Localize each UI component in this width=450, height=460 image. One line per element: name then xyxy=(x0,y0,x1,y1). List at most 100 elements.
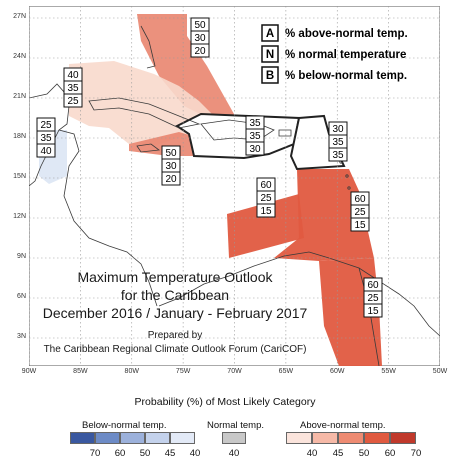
key-text-below: % below-normal temp. xyxy=(285,70,407,82)
prob-normal: 30 xyxy=(165,161,177,172)
category-key: A % above-normal temp. N % normal temper… xyxy=(261,24,408,84)
lat-tick-label: 6N xyxy=(17,293,26,300)
prob-below: 15 xyxy=(260,206,272,217)
prob-normal: 25 xyxy=(367,293,379,304)
prob-box-yucatan: 25 35 40 xyxy=(36,117,56,158)
legend-swatch-above xyxy=(286,432,312,444)
prob-above: 25 xyxy=(40,120,52,131)
region-abc xyxy=(227,194,304,258)
legend-swatch-normal xyxy=(222,432,246,444)
legend-value-above: 45 xyxy=(332,448,344,459)
legend-swatch-below xyxy=(145,432,170,444)
lon-tick-label: 80W xyxy=(124,368,139,375)
prob-box-guianas: 60 25 15 xyxy=(363,277,383,318)
title-line-3: December 2016 / January - February 2017 xyxy=(43,305,308,321)
prob-box-abc: 60 25 15 xyxy=(256,177,276,218)
prob-box-jamaica: 50 30 20 xyxy=(161,145,181,186)
legend-swatch-above xyxy=(338,432,364,444)
lat-tick-label: 3N xyxy=(17,333,26,340)
legend-value-above: 40 xyxy=(306,448,318,459)
lat-tick-label: 18N xyxy=(13,133,26,140)
region-greater-antilles-east xyxy=(175,112,301,160)
key-row-normal: N % normal temperature xyxy=(261,45,406,63)
legend-normal-label: Normal temp. xyxy=(207,420,265,431)
key-text-above: % above-normal temp. xyxy=(285,28,408,40)
legend-value-normal: 40 xyxy=(228,448,240,459)
prob-below: 40 xyxy=(40,146,52,157)
key-row-above: A % above-normal temp. xyxy=(261,24,408,42)
lon-tick-label: 70W xyxy=(227,368,242,375)
prob-box-cuba: 40 35 25 xyxy=(63,67,83,108)
prob-normal: 35 xyxy=(249,131,261,142)
legend-title: Probability (%) of Most Likely Category xyxy=(134,396,316,408)
lat-tick-label: 27N xyxy=(13,13,26,20)
prob-normal: 25 xyxy=(260,193,272,204)
lat-tick-label: 24N xyxy=(13,53,26,60)
prob-above: 35 xyxy=(249,118,261,129)
legend-swatch-below xyxy=(120,432,145,444)
lon-tick-label: 75W xyxy=(175,368,191,375)
key-text-normal: % normal temperature xyxy=(285,49,406,61)
prob-above: 60 xyxy=(367,280,379,291)
prob-normal: 30 xyxy=(194,33,206,44)
lon-tick-label: 50W xyxy=(432,368,448,375)
region-southern-antilles xyxy=(274,169,374,261)
map-canvas: A % above-normal temp. N % normal temper… xyxy=(28,5,441,367)
prob-normal: 35 xyxy=(332,137,344,148)
lat-tick-label: 15N xyxy=(13,173,26,180)
prob-above: 50 xyxy=(194,20,206,31)
prepared-by: Prepared by xyxy=(148,330,202,341)
prob-below: 35 xyxy=(332,150,344,161)
legend-value-below: 40 xyxy=(189,448,201,459)
legend-above-label: Above-normal temp. xyxy=(300,420,386,431)
legend-value-above: 70 xyxy=(410,448,422,459)
prob-above: 60 xyxy=(260,180,272,191)
legend-swatch-below xyxy=(70,432,95,444)
title-line-2: for the Caribbean xyxy=(121,287,229,303)
legend-value-below: 45 xyxy=(164,448,176,459)
prob-below: 15 xyxy=(354,220,366,231)
map-title: Maximum Temperature Outlook for the Cari… xyxy=(43,269,308,355)
legend-swatch-below xyxy=(95,432,120,444)
key-letter-b: B xyxy=(266,70,274,82)
prob-above: 40 xyxy=(67,70,79,81)
legend-value-below: 70 xyxy=(89,448,101,459)
prob-above: 50 xyxy=(165,148,177,159)
prob-above: 30 xyxy=(332,124,344,135)
prob-box-eastern-caribbean: 30 35 35 xyxy=(328,121,348,162)
legend-swatch-above xyxy=(390,432,416,444)
legend-value-above: 50 xyxy=(358,448,370,459)
legend-below-label: Below-normal temp. xyxy=(82,420,167,431)
legend-swatch-above xyxy=(364,432,390,444)
prob-box-bahamas: 50 30 20 xyxy=(190,17,210,58)
probability-legend: Probability (%) of Most Likely Category … xyxy=(0,368,450,460)
lon-tick-label: 60W xyxy=(330,368,345,375)
lon-tick-label: 90W xyxy=(21,368,37,375)
prob-normal: 25 xyxy=(354,207,366,218)
prob-box-greater-antilles: 35 35 30 xyxy=(245,115,265,156)
coastlines xyxy=(28,25,441,367)
prob-below: 15 xyxy=(367,306,379,317)
prob-below: 25 xyxy=(67,96,79,107)
outlook-map: A % above-normal temp. N % normal temper… xyxy=(13,5,447,375)
prob-above: 60 xyxy=(354,194,366,205)
legend-value-above: 60 xyxy=(384,448,396,459)
legend-swatch-below xyxy=(170,432,195,444)
prob-below: 20 xyxy=(165,174,177,185)
key-row-below: B % below-normal temp. xyxy=(261,66,407,84)
legend-value-below: 50 xyxy=(139,448,151,459)
prob-normal: 35 xyxy=(67,83,79,94)
legend-value-below: 60 xyxy=(114,448,126,459)
prob-box-southern-antilles: 60 25 15 xyxy=(350,191,370,232)
lon-tick-label: 55W xyxy=(381,368,396,375)
prepared-org: The Caribbean Regional Climate Outlook F… xyxy=(44,344,307,355)
lat-tick-label: 9N xyxy=(17,253,26,260)
key-letter-n: N xyxy=(266,49,274,61)
legend-swatch-above xyxy=(312,432,338,444)
title-line-1: Maximum Temperature Outlook xyxy=(77,269,273,285)
lon-tick-label: 85W xyxy=(73,368,88,375)
key-letter-a: A xyxy=(266,28,274,40)
prob-normal: 35 xyxy=(40,133,52,144)
prob-below: 20 xyxy=(194,46,206,57)
lat-tick-label: 12N xyxy=(13,213,26,220)
